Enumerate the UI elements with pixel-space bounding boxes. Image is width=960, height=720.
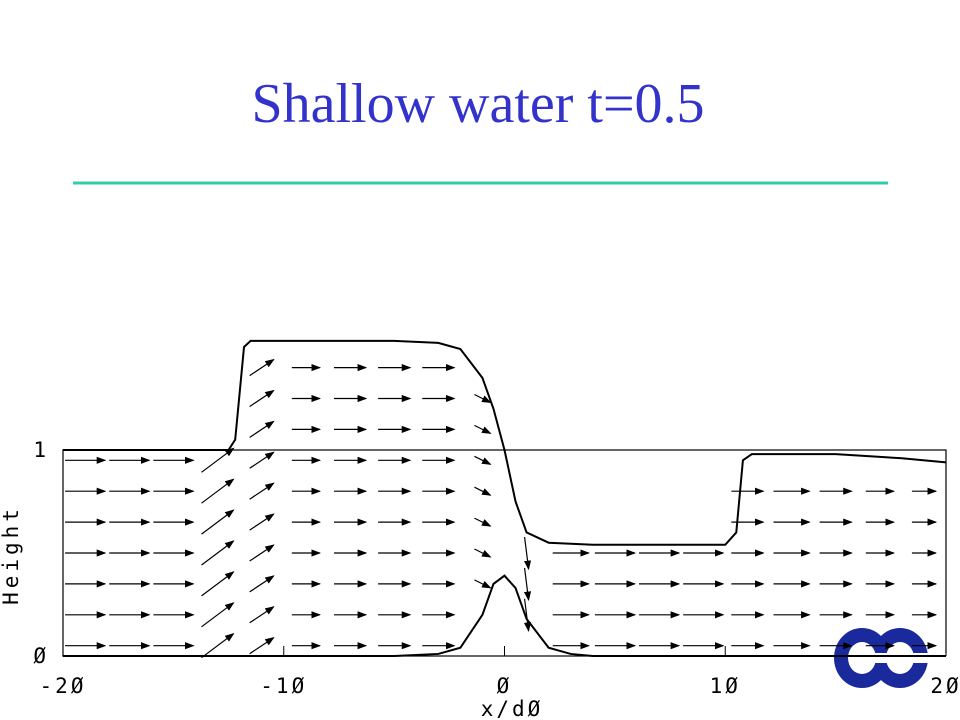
velocity-arrow xyxy=(523,567,532,602)
velocity-arrow xyxy=(249,451,275,469)
x-tick-label: 1Ø xyxy=(710,674,741,698)
velocity-arrow xyxy=(201,632,235,659)
velocity-arrow xyxy=(201,447,235,473)
x-tick-label: -1Ø xyxy=(260,674,307,698)
velocity-arrow xyxy=(201,478,235,504)
chart-title: Shallow water t=0.5 xyxy=(251,73,704,135)
velocity-arrow xyxy=(201,571,235,597)
velocity-arrow xyxy=(474,455,492,465)
velocity-arrow xyxy=(249,482,275,500)
line xyxy=(63,339,947,546)
x-tick-label: 2Ø xyxy=(930,674,960,698)
velocity-arrow xyxy=(249,544,275,562)
velocity-arrow xyxy=(474,548,492,558)
velocity-arrow xyxy=(249,389,275,407)
x-tick-label: Ø xyxy=(497,674,513,698)
velocity-arrow xyxy=(201,540,235,566)
y-tick-label: Ø xyxy=(33,644,46,668)
velocity-arrow xyxy=(249,358,275,377)
line xyxy=(63,574,946,657)
velocity-arrow xyxy=(249,513,275,531)
y-tick-label: 1 xyxy=(33,438,46,462)
velocity-arrow xyxy=(523,598,532,632)
velocity-arrow xyxy=(201,602,235,628)
velocity-arrow xyxy=(249,606,275,624)
x-tick-label: -2Ø xyxy=(40,674,87,698)
velocity-arrow xyxy=(249,637,275,655)
plot-frame xyxy=(62,449,947,657)
velocity-arrow xyxy=(474,517,492,527)
velocity-arrow xyxy=(523,536,532,571)
velocity-arrow xyxy=(474,486,492,496)
velocity-arrow xyxy=(201,509,235,535)
velocity-arrow xyxy=(249,420,275,438)
velocity-arrow xyxy=(474,393,492,404)
y-axis-label: Height xyxy=(0,505,23,605)
x-axis-label: x/dØ xyxy=(481,697,544,720)
velocity-arrow xyxy=(249,575,275,593)
velocity-arrow xyxy=(474,579,492,589)
velocity-arrow xyxy=(474,424,492,434)
